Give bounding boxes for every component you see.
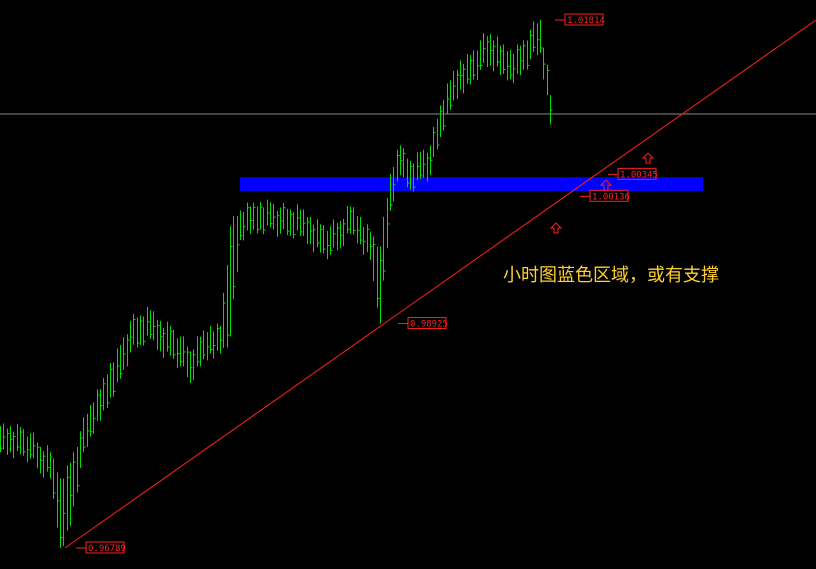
trendline: [64, 19, 816, 549]
arrow-up-icon: [599, 179, 613, 191]
arrow-up-icon: [641, 152, 655, 164]
price-label-box: [617, 167, 657, 180]
arrow-up-icon: [549, 222, 563, 234]
price-label-box: [85, 541, 125, 554]
price-label-1.01814: 1.01814: [567, 16, 605, 26]
price-label-1.00136: 1.00136: [592, 192, 630, 202]
price-label-0.98925: 0.98925: [410, 320, 448, 330]
chart-annotation: 小时图蓝色区域，或有支撑: [503, 265, 719, 286]
price-label-1.00345: 1.00345: [620, 170, 658, 180]
price-label-0.96789: 0.96789: [88, 544, 126, 554]
price-label-box: [564, 13, 604, 26]
price-label-box: [407, 317, 447, 330]
price-label-box: [589, 189, 629, 202]
